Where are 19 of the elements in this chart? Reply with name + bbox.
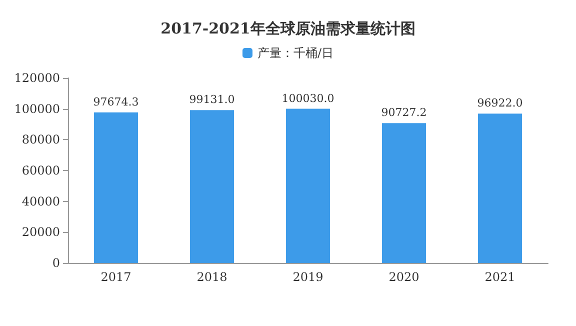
data-label: 99131.0	[189, 93, 235, 106]
y-tick-label: 100000	[14, 102, 60, 116]
y-tick-label: 80000	[22, 132, 60, 147]
x-tick-label: 2017	[100, 270, 132, 284]
y-tick-label: 0	[52, 256, 60, 270]
y-tick-label: 120000	[14, 71, 60, 85]
y-tick-label: 60000	[22, 164, 60, 178]
data-label: 100030.0	[282, 92, 334, 105]
x-tick-label: 2020	[388, 270, 420, 284]
chart-title: 2017-2021年全球原油需求量统计图	[160, 20, 416, 38]
y-tick-label: 40000	[22, 194, 60, 208]
x-tick-label: 2021	[484, 270, 516, 284]
legend-label: 产量：千桶/日	[257, 46, 334, 60]
x-tick-label: 2018	[196, 270, 228, 284]
data-label: 97674.3	[93, 95, 139, 108]
data-label: 96922.0	[477, 96, 523, 110]
x-tick-label: 2019	[292, 270, 324, 284]
data-label: 90727.2	[381, 106, 427, 120]
y-tick-label: 20000	[22, 225, 60, 240]
